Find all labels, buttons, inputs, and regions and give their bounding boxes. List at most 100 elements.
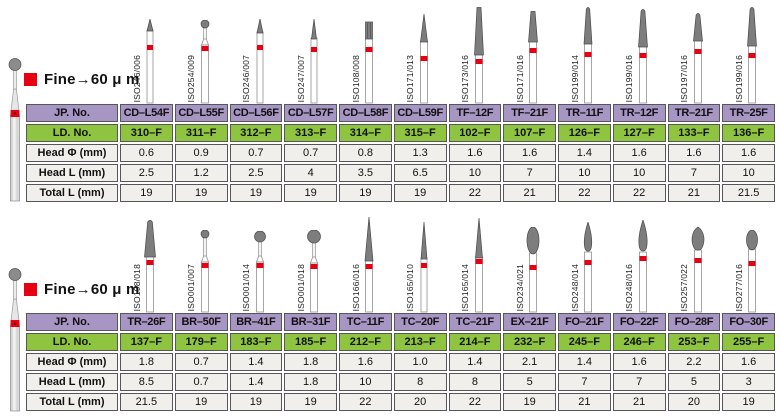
bur-figure: ISO246/006 — [118, 4, 173, 104]
total-length-cell: 22 — [339, 393, 392, 411]
ld-no-cell: 212–F — [339, 333, 392, 351]
total-length-cell: 22 — [448, 393, 502, 411]
spec-table: JP. No. TR–26F BR–50F BR–41F BR–31F TC–11F TC–… — [26, 313, 775, 411]
total-length-cell: 21 — [558, 393, 611, 411]
head-length-cell: 7 — [667, 164, 721, 182]
fine-series-section-1: Fine→60 μ m ISO246/006 ISO254/009 ISO246/0… — [0, 0, 780, 205]
diamond-bur-icon — [474, 218, 483, 313]
diamond-bur-icon — [200, 20, 210, 104]
head-diameter-cell: 0.9 — [174, 144, 228, 162]
bur-figure-row: ISO198/018 ISO001/007 ISO001/014 ISO001/018… — [118, 213, 775, 313]
ld-no-cell: 315–F — [393, 124, 447, 142]
jp-no-cell: FO–30F — [722, 313, 775, 331]
diamond-bur-icon — [747, 7, 758, 104]
jp-no-cell: TC–11F — [339, 313, 392, 331]
iso-number-label: ISO198/018 — [131, 263, 142, 311]
iso-number-label: ISO199/016 — [733, 54, 744, 102]
jp-no-cell: CD–L55F — [174, 104, 228, 122]
head-length-cell: 1.8 — [284, 373, 337, 391]
diamond-bur-icon — [746, 230, 759, 313]
iso-number-label: ISO199/016 — [624, 54, 635, 102]
head-length-cell: 5 — [667, 373, 721, 391]
head-diameter-cell: 2.2 — [667, 353, 721, 371]
diamond-bur-icon — [144, 220, 156, 313]
head-length-cell: 3.5 — [339, 164, 392, 182]
jp-no-cell: TR–11F — [558, 104, 611, 122]
iso-number-label: ISO234/021 — [514, 263, 525, 311]
total-length-cell: 21 — [667, 184, 721, 202]
ld-no-cell: 232–F — [503, 333, 556, 351]
total-length-cell: 19 — [339, 184, 392, 202]
bur-figure: ISO257/022 — [666, 213, 721, 313]
bur-figure: ISO171/013 — [392, 4, 447, 104]
head-length-cell: 7 — [503, 164, 556, 182]
total-length-cell: 20 — [667, 393, 721, 411]
ld-no-cell: 246–F — [612, 333, 666, 351]
ld-no-cell: 126–F — [558, 124, 611, 142]
head-diameter-cell: 1.3 — [393, 144, 447, 162]
total-length-cell: 19 — [284, 393, 337, 411]
shank-bur-illustration — [8, 58, 22, 202]
diamond-bur-icon — [310, 19, 318, 104]
total-length-cell: 22 — [612, 184, 666, 202]
row-label-jp-no: JP. No. — [26, 104, 118, 122]
ld-no-cell: 310–F — [120, 124, 173, 142]
jp-no-cell: TC–21F — [448, 313, 502, 331]
ld-no-cell: 314–F — [339, 124, 392, 142]
iso-number-label: ISO001/014 — [241, 263, 252, 311]
diamond-bur-icon — [365, 21, 373, 104]
grit-legend-text: Fine→60 μ m — [44, 281, 140, 298]
bur-figure-row: ISO246/006 ISO254/009 ISO246/007 ISO247/007… — [118, 4, 775, 104]
head-diameter-cell: 1.6 — [722, 144, 775, 162]
jp-no-cell: CD–L54F — [120, 104, 173, 122]
diamond-bur-icon — [583, 7, 593, 104]
total-length-cell: 21 — [503, 184, 556, 202]
head-length-cell: 10 — [448, 164, 502, 182]
ld-no-cell: 313–F — [284, 124, 337, 142]
ld-no-cell: 179–F — [174, 333, 228, 351]
jp-no-cell: FO–28F — [667, 313, 721, 331]
diamond-bur-icon — [637, 9, 648, 104]
head-diameter-cell: 1.4 — [558, 144, 611, 162]
ld-no-cell: 311–F — [174, 124, 228, 142]
ld-no-cell: 107–F — [503, 124, 556, 142]
diamond-bur-icon — [638, 220, 648, 313]
head-diameter-cell: 0.8 — [339, 144, 392, 162]
iso-number-label: ISO108/008 — [350, 54, 361, 102]
row-label-ld-no: LD. No. — [26, 333, 118, 351]
head-diameter-cell: 1.8 — [284, 353, 337, 371]
red-grit-swatch-icon — [24, 73, 37, 86]
iso-number-label: ISO165/010 — [405, 263, 416, 311]
bur-figure: ISO199/016 — [611, 4, 666, 104]
iso-number-label: ISO248/016 — [624, 263, 635, 311]
row-label-head-diameter: Head Φ (mm) — [26, 353, 118, 371]
diamond-bur-icon — [583, 222, 593, 313]
row-label-head-length: Head L (mm) — [26, 164, 118, 182]
ld-no-cell: 253–F — [667, 333, 721, 351]
total-length-cell: 19 — [393, 184, 447, 202]
jp-no-cell: TR–12F — [612, 104, 666, 122]
jp-no-cell: CD–L59F — [393, 104, 447, 122]
diamond-bur-icon — [692, 13, 703, 104]
head-diameter-cell: 0.7 — [229, 144, 283, 162]
bur-figure: ISO246/007 — [228, 4, 283, 104]
head-length-cell: 0.7 — [174, 373, 228, 391]
jp-no-cell: EX–21F — [503, 313, 556, 331]
diamond-bur-icon — [419, 14, 428, 104]
head-diameter-cell: 1.6 — [667, 144, 721, 162]
ld-no-cell: 102–F — [448, 124, 502, 142]
shank-bur-illustration — [8, 268, 22, 412]
head-diameter-cell: 1.4 — [558, 353, 611, 371]
bur-figure: ISO166/016 — [337, 213, 392, 313]
head-length-cell: 8 — [393, 373, 447, 391]
jp-no-cell: BR–41F — [229, 313, 283, 331]
head-length-cell: 10 — [722, 164, 775, 182]
head-length-cell: 10 — [339, 373, 392, 391]
bur-figure: ISO001/014 — [228, 213, 283, 313]
iso-number-label: ISO171/013 — [405, 54, 416, 102]
jp-no-cell: TF–21F — [503, 104, 556, 122]
iso-number-label: ISO246/007 — [241, 54, 252, 102]
row-label-ld-no: LD. No. — [26, 124, 118, 142]
bur-figure: ISO254/009 — [173, 4, 228, 104]
total-length-cell: 19 — [503, 393, 556, 411]
